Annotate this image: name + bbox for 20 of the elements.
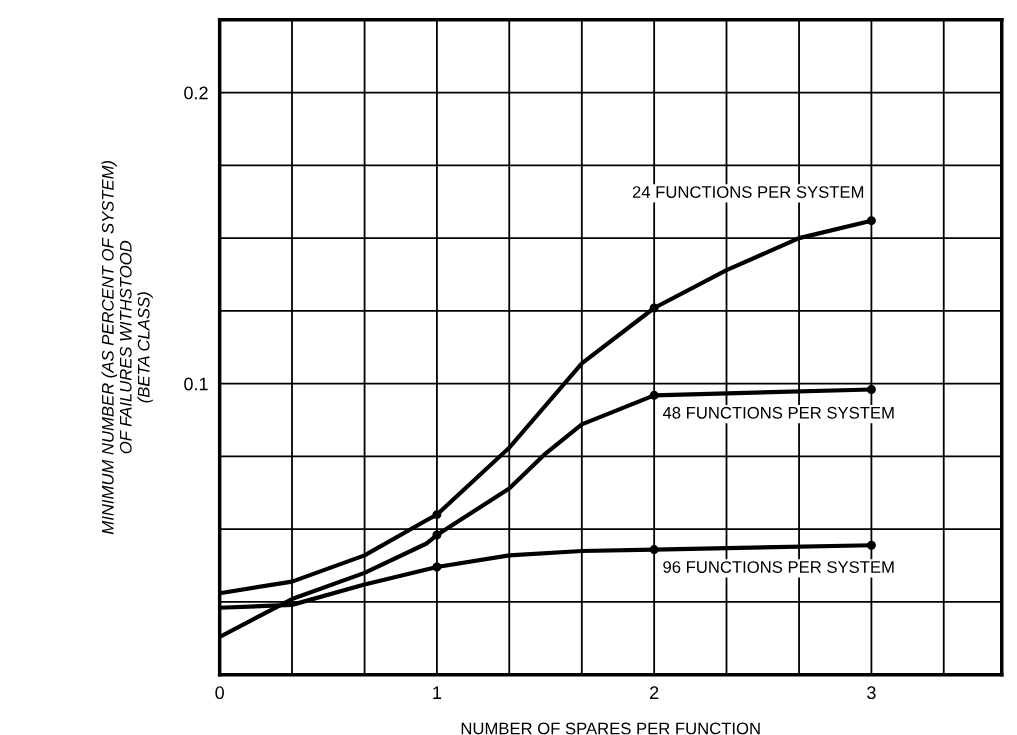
x-tick-label: 1 <box>433 686 442 699</box>
point <box>432 562 442 572</box>
point <box>649 303 659 313</box>
point <box>432 530 442 540</box>
x-tick-label: 0 <box>215 686 224 700</box>
y-tick-label: 0.1 <box>184 377 208 391</box>
point <box>866 540 876 550</box>
x-tick-label: 2 <box>650 686 659 699</box>
series-label: 48 FUNCTIONS PER SYSTEM <box>662 406 894 419</box>
point <box>649 545 659 555</box>
series-label: 24 FUNCTIONS PER SYSTEM <box>632 186 864 198</box>
y-tick-label: 0.2 <box>184 86 208 100</box>
point <box>649 390 659 400</box>
y-axis-title: MINIMUM NUMBER (AS PERCENT OF SYSTEM) OF FAILURES WITHSTOOD (BETA CLASS) <box>101 160 153 535</box>
x-axis-title: NUMBER OF SPARES PER FUNCTION <box>461 722 760 735</box>
point <box>866 216 876 226</box>
series-label: 96 FUNCTIONS PER SYSTEM <box>663 561 894 573</box>
point <box>866 384 876 394</box>
point <box>432 510 442 520</box>
x-tick-label: 3 <box>867 686 876 700</box>
